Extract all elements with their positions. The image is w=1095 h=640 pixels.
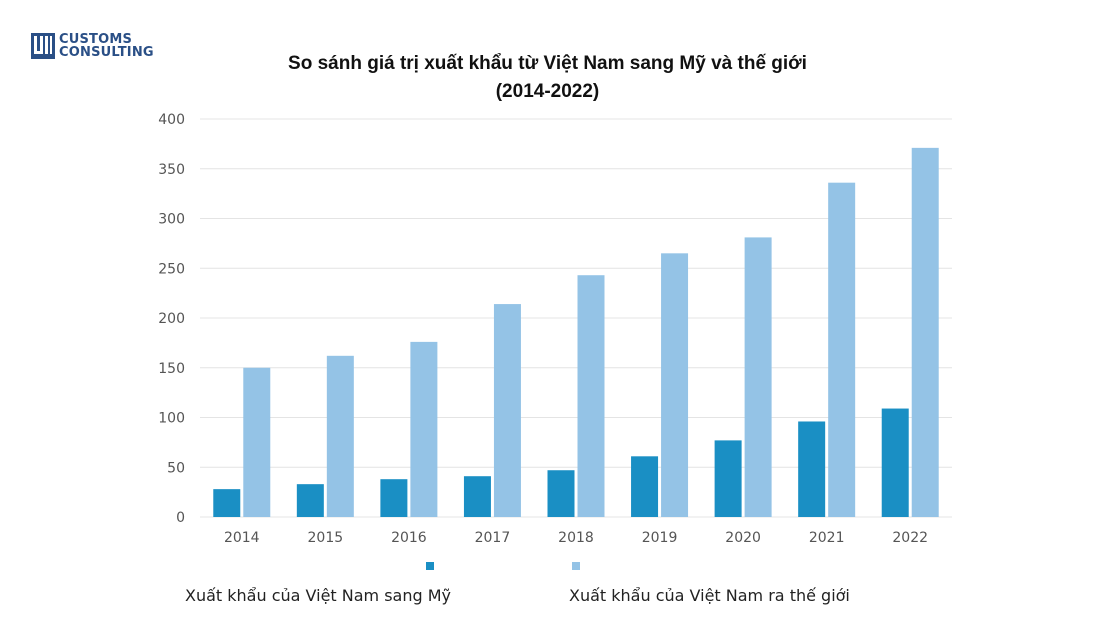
y-tick-label: 400 (158, 112, 185, 128)
logo: CUSTOMS CONSULTING (31, 33, 154, 59)
bar-us (631, 456, 659, 517)
y-tick-label: 100 (158, 411, 185, 427)
bar-world (577, 275, 605, 517)
bar-us (798, 421, 826, 517)
x-tick-label: 2014 (224, 530, 260, 546)
bar-world (744, 237, 772, 517)
x-tick-label: 2017 (475, 530, 511, 546)
bar-world (493, 304, 521, 517)
legend-label-us: Xuất khẩu của Việt Nam sang Mỹ (185, 586, 452, 605)
bar-world (661, 253, 689, 517)
y-tick-label: 250 (158, 261, 185, 277)
y-tick-label: 50 (167, 460, 185, 476)
x-tick-label: 2020 (725, 530, 761, 546)
x-tick-label: 2018 (558, 530, 594, 546)
y-tick-label: 300 (158, 212, 185, 228)
bar-us (380, 479, 408, 517)
legend-label-world: Xuất khẩu của Việt Nam ra thế giới (569, 586, 850, 605)
bar-world (828, 182, 856, 517)
logo-text: CUSTOMS CONSULTING (59, 33, 154, 59)
y-tick-label: 150 (158, 361, 185, 377)
bar-us (463, 476, 491, 517)
legend-marker-world (572, 562, 580, 570)
chart-title-line2: (2014-2022) (495, 81, 600, 102)
bar-us (296, 484, 324, 517)
y-tick-label: 200 (158, 311, 185, 327)
bar-us (881, 408, 909, 517)
bar-us (714, 440, 742, 517)
bar-us (547, 470, 575, 517)
bar-world (911, 147, 939, 518)
x-tick-label: 2015 (308, 530, 344, 546)
x-tick-label: 2019 (642, 530, 678, 546)
y-tick-label: 0 (176, 510, 185, 526)
chart-title-line1: So sánh giá trị xuất khẩu từ Việt Nam sa… (288, 53, 807, 74)
x-tick-label: 2021 (809, 530, 845, 546)
bar-world (410, 341, 438, 517)
chart-title: So sánh giá trị xuất khẩu từ Việt Nam sa… (200, 50, 895, 106)
y-tick-label: 350 (158, 162, 185, 178)
uni-logo-mark (31, 33, 55, 59)
logo-line2: CONSULTING (59, 45, 154, 60)
bar-world (326, 355, 354, 517)
x-tick-label: 2016 (391, 530, 427, 546)
legend-marker-us (426, 562, 434, 570)
x-tick-label: 2022 (892, 530, 928, 546)
bar-world (243, 367, 271, 517)
bar-us (213, 489, 241, 517)
logo-line1: CUSTOMS (59, 32, 133, 47)
